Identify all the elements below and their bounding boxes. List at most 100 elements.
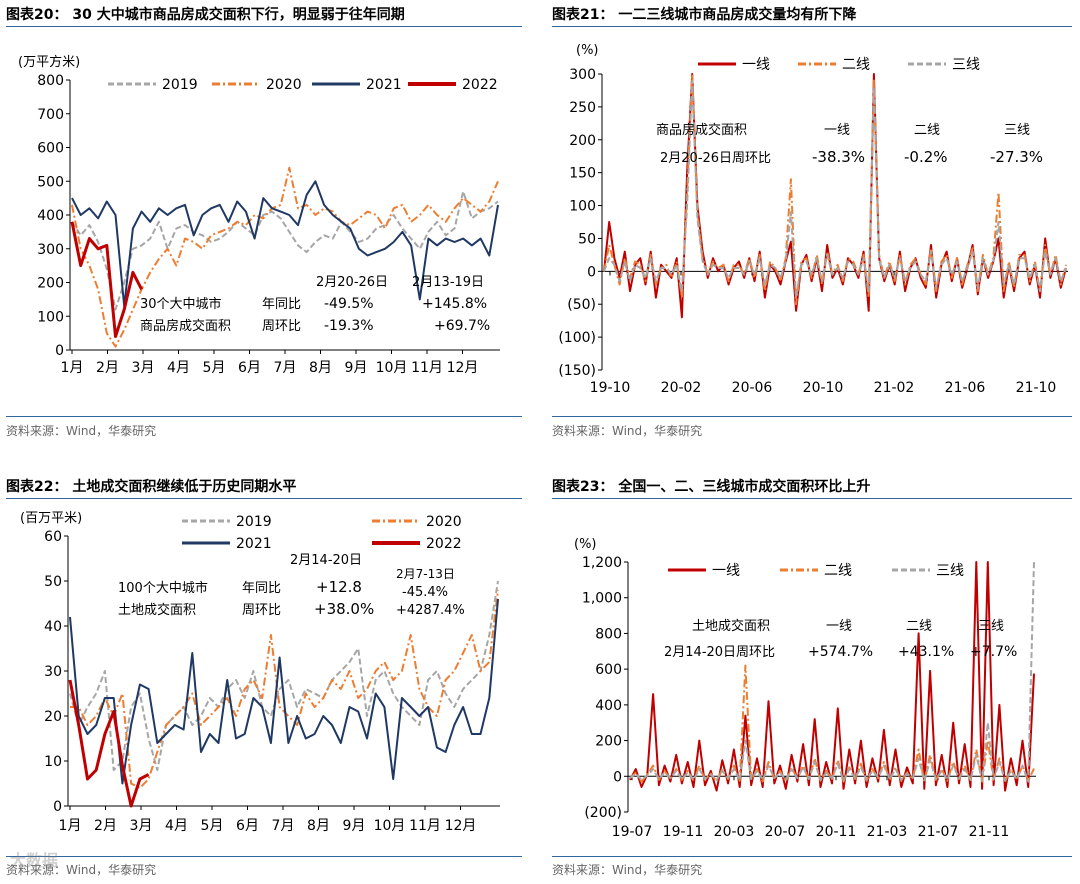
chart-title: 图表20： 30 大中城市商品房成交面积下行，明显弱于往年同期 [6, 7, 405, 23]
source-rule [6, 856, 522, 857]
annotation-period2: 2月13-19日 [412, 275, 484, 290]
source-note: 资料来源：Wind，华泰研究 [6, 863, 157, 877]
y-tick-label: 250 [569, 100, 596, 116]
annotation-value: -38.3% [812, 148, 865, 166]
source-rule [6, 416, 522, 417]
annotation-col1: 一线 [826, 619, 852, 634]
y-tick-label: 600 [37, 141, 64, 157]
title-rule [552, 26, 1072, 27]
annotation-name2: 商品房成交面积 [140, 318, 231, 334]
series-line-2021 [71, 180, 499, 308]
y-tick-label: 20 [44, 709, 62, 725]
series-line-2022 [68, 679, 150, 808]
series-line-2022 [70, 221, 143, 338]
annotation-value: +145.8% [422, 296, 487, 312]
x-tick-label: 21-10 [1016, 380, 1057, 396]
legend-label: 2022 [426, 536, 462, 552]
annotation-name1: 100个大中城市 [118, 580, 208, 596]
panel-2: 图表21： 一二三线城市商品房成交量均有所下降 (150) (100) (50) 0 5… [552, 4, 1072, 444]
panel-1: 图表20： 30 大中城市商品房成交面积下行，明显弱于往年同期 0 100 200 3… [6, 4, 522, 444]
annotation-value: +43.1% [898, 644, 954, 660]
y-tick-label: 400 [37, 208, 64, 224]
annotation-col3: 三线 [978, 619, 1004, 634]
y-tick-label: (100) [558, 330, 596, 346]
annotation-r2label: 周环比 [242, 603, 281, 618]
annotation-period1: 2月20-26日 [316, 275, 388, 290]
legend-label: 2020 [426, 514, 462, 530]
annotation-name: 商品房成交面积 [656, 122, 747, 138]
y-tick-label: 40 [44, 619, 62, 635]
legend-label: 2020 [266, 77, 302, 93]
y-axis-label: (%) [574, 537, 597, 552]
annotation-r2label: 周环比 [262, 319, 301, 334]
y-tick-label: 150 [569, 166, 596, 182]
chart-title: 图表21： 一二三线城市商品房成交量均有所下降 [552, 7, 857, 23]
legend-label: 一线 [712, 563, 740, 579]
annotation-value: +12.8 [316, 578, 362, 596]
annotation-value: -49.5% [324, 296, 374, 312]
x-tick-label: 1月 [59, 818, 82, 834]
annotation-name2: 土地成交面积 [118, 602, 196, 618]
x-tick-label: 4月 [167, 360, 190, 376]
annotation-col3: 三线 [1004, 123, 1030, 138]
y-tick-label: 600 [595, 662, 622, 678]
watermark: 大数据 [10, 851, 59, 870]
legend-label: 一线 [742, 57, 770, 73]
y-tick-label: 10 [44, 754, 62, 770]
legend-label: 2021 [366, 77, 402, 93]
y-tick-label: 50 [44, 574, 62, 590]
source-note: 资料来源：Wind，华泰研究 [6, 424, 157, 438]
title-rule [552, 498, 1072, 499]
x-tick-label: 5月 [201, 818, 224, 834]
x-tick-label: 20-03 [714, 824, 755, 840]
x-tick-label: 10月 [376, 360, 408, 376]
x-tick-label: 21-06 [945, 380, 986, 396]
chart-3: 0 10 20 30 40 50 60 1月 2月 3月 4月 5月 6月 7月 8月 9月 10月 11月 12月… [20, 511, 500, 834]
x-tick-label: 20-10 [803, 380, 844, 396]
annotation-value: +4287.4% [396, 603, 465, 618]
x-tick-label: 11月 [411, 360, 443, 376]
legend-label: 2021 [236, 536, 272, 552]
y-tick-label: 200 [569, 133, 596, 149]
y-tick-label: 400 [595, 698, 622, 714]
y-tick-label: (150) [558, 363, 596, 379]
x-tick-label: 9月 [343, 818, 366, 834]
x-tick-label: 10月 [374, 818, 406, 834]
chart-2: (150) (100) (50) 0 50 100 150 200 250 300 19-10 20-… [558, 43, 1068, 396]
series-line-2020 [71, 166, 499, 348]
y-tick-label: 500 [37, 174, 64, 190]
legend-label: 三线 [936, 563, 964, 579]
legend-label: 二线 [842, 57, 870, 73]
title-rule [6, 26, 522, 27]
source-note: 资料来源：Wind，华泰研究 [552, 424, 703, 438]
legend-label: 三线 [952, 57, 980, 73]
y-tick-label: 0 [55, 343, 64, 359]
y-tick-label: 300 [569, 67, 596, 83]
annotation-value: +7.7% [970, 644, 1017, 660]
annotation-value: -27.3% [990, 148, 1043, 166]
series-line-一线 [629, 561, 1035, 792]
chart-title: 图表23： 全国一、二、三线城市成交面积环比上升 [552, 479, 871, 495]
y-tick-label: 300 [37, 242, 64, 258]
x-tick-label: 1月 [61, 360, 84, 376]
x-tick-label: 21-11 [969, 824, 1010, 840]
series-line-2019 [69, 580, 499, 771]
x-tick-label: 21-07 [918, 824, 959, 840]
y-tick-label: 200 [595, 734, 622, 750]
x-tick-label: 19-10 [590, 380, 631, 396]
x-tick-label: 19-11 [663, 824, 704, 840]
series-line-三线 [629, 561, 1035, 783]
y-tick-label: 1,200 [582, 555, 622, 571]
x-tick-label: 7月 [272, 818, 295, 834]
x-tick-label: 2月 [96, 360, 119, 376]
y-tick-label: 1,000 [582, 591, 622, 607]
y-axis-label: (%) [576, 43, 599, 58]
x-tick-label: 19-07 [612, 824, 653, 840]
chart-4: (200) 0 200 400 600 800 1,000 1,200 19-07 19-11 20… [574, 537, 1036, 840]
annotation-value: +69.7% [434, 318, 490, 334]
y-tick-label: 30 [44, 664, 62, 680]
annotation-col2: 二线 [914, 123, 940, 138]
chart-title: 图表22： 土地成交面积继续低于历史同期水平 [6, 479, 297, 495]
y-tick-label: 0 [613, 769, 622, 785]
annotation-period: 2月20-26日周环比 [660, 151, 771, 166]
